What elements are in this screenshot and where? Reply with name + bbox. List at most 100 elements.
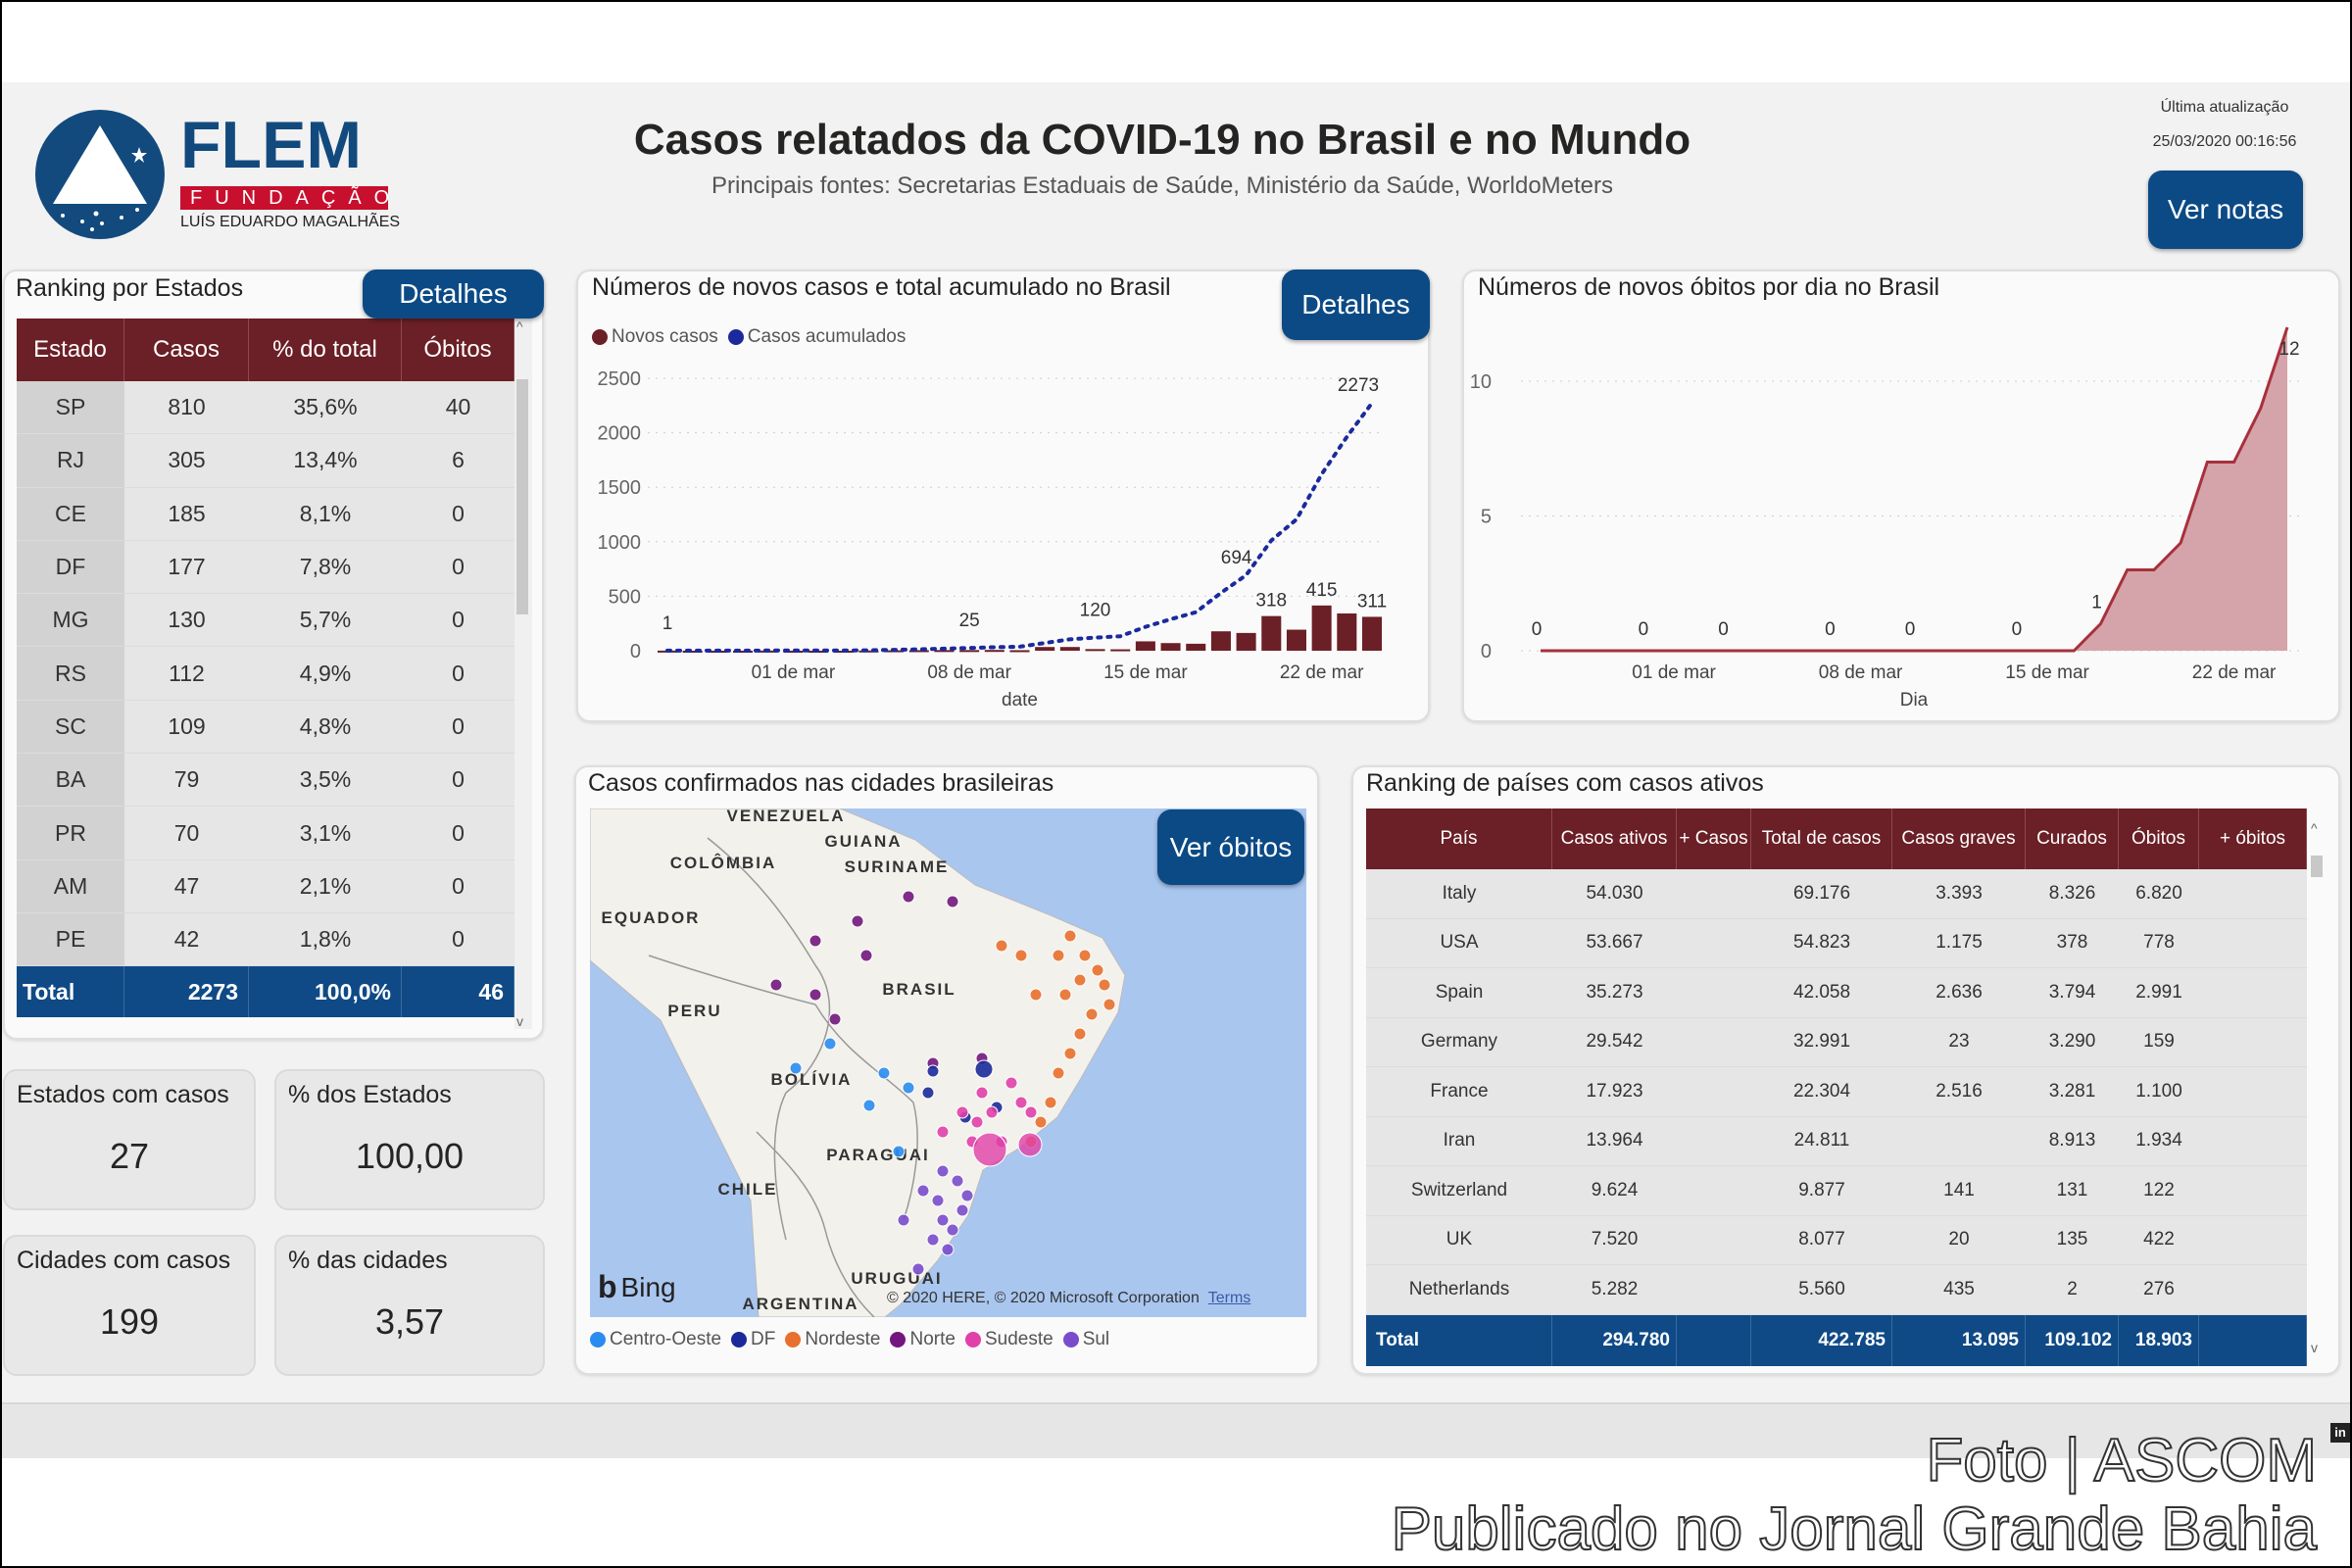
- bar-novos-casos[interactable]: [908, 650, 929, 653]
- city-marker-brasilia[interactable]: [974, 1059, 994, 1079]
- bar-novos-casos[interactable]: [1135, 641, 1155, 651]
- city-marker-centro-oeste[interactable]: [877, 1066, 891, 1080]
- scrollbar-thumb[interactable]: [516, 379, 528, 614]
- city-marker-sudeste[interactable]: [970, 1115, 984, 1129]
- bar-novos-casos[interactable]: [1236, 632, 1256, 651]
- column-header-1[interactable]: Casos: [124, 318, 249, 381]
- city-marker-sul[interactable]: [946, 1223, 959, 1237]
- city-marker-nordeste[interactable]: [1052, 949, 1065, 962]
- column-header-4[interactable]: Casos graves: [1892, 808, 2026, 869]
- column-header-2[interactable]: + Casos: [1677, 808, 1751, 869]
- area-obitos[interactable]: [1541, 327, 2287, 651]
- city-marker-centro-oeste[interactable]: [892, 1145, 906, 1158]
- city-marker-sudeste[interactable]: [1004, 1076, 1018, 1090]
- city-marker-sul[interactable]: [960, 1189, 974, 1202]
- city-marker-sul[interactable]: [936, 1164, 950, 1178]
- bar-novos-casos[interactable]: [783, 651, 804, 653]
- line-obitos[interactable]: [1541, 326, 2289, 653]
- city-marker-norte[interactable]: [808, 934, 822, 948]
- countries-scrollbar[interactable]: ^ v: [2309, 808, 2325, 1365]
- legend-label[interactable]: Nordeste: [805, 1329, 881, 1349]
- city-marker-norte[interactable]: [828, 1012, 842, 1026]
- scroll-up-icon[interactable]: ^: [516, 318, 523, 334]
- city-marker-norte[interactable]: [851, 914, 864, 928]
- legend-label[interactable]: DF: [751, 1329, 776, 1349]
- ver-notas-button[interactable]: Ver notas: [2148, 171, 2303, 249]
- linkedin-icon[interactable]: in: [2330, 1423, 2350, 1443]
- bar-novos-casos[interactable]: [733, 651, 754, 653]
- city-marker-sudeste[interactable]: [1014, 1096, 1028, 1109]
- bar-novos-casos[interactable]: [1110, 649, 1131, 652]
- city-marker-sudeste[interactable]: [985, 1105, 999, 1119]
- scrollbar-thumb[interactable]: [2311, 856, 2323, 877]
- city-marker-sul[interactable]: [951, 1174, 964, 1188]
- brazil-cities-map[interactable]: VENEZUELA GUIANA SURINAME COLÔMBIA EQUADOR BR…: [590, 808, 1306, 1317]
- city-marker-centro-oeste[interactable]: [902, 1081, 915, 1095]
- city-marker-nordeste[interactable]: [1102, 998, 1116, 1011]
- city-marker-rio-de-janeiro[interactable]: [1017, 1132, 1043, 1157]
- city-marker-nordeste[interactable]: [1063, 929, 1077, 943]
- bar-novos-casos[interactable]: [1311, 605, 1332, 651]
- city-marker-norte[interactable]: [769, 978, 783, 992]
- city-marker-sudeste[interactable]: [936, 1125, 950, 1139]
- city-marker-nordeste[interactable]: [1091, 963, 1104, 977]
- column-header-3[interactable]: Óbitos: [402, 318, 514, 381]
- city-marker-sul[interactable]: [936, 1213, 950, 1227]
- scroll-down-icon[interactable]: v: [516, 1013, 523, 1029]
- city-marker-nordeste[interactable]: [1052, 1066, 1065, 1080]
- city-marker-df[interactable]: [926, 1064, 940, 1078]
- bar-novos-casos[interactable]: [1210, 631, 1231, 651]
- column-header-0[interactable]: Estado: [17, 318, 124, 381]
- city-marker-sul[interactable]: [931, 1194, 945, 1207]
- city-marker-norte[interactable]: [946, 895, 959, 908]
- scroll-up-icon[interactable]: ^: [2311, 820, 2318, 836]
- city-marker-nordeste[interactable]: [1058, 988, 1072, 1002]
- bar-novos-casos[interactable]: [1261, 615, 1282, 651]
- column-header-5[interactable]: Curados: [2026, 808, 2119, 869]
- column-header-1[interactable]: Casos ativos: [1552, 808, 1677, 869]
- bar-novos-casos[interactable]: [1160, 643, 1181, 651]
- bar-novos-casos[interactable]: [1337, 612, 1357, 651]
- bar-novos-casos[interactable]: [984, 650, 1004, 653]
- city-marker-norte[interactable]: [902, 890, 915, 904]
- legend-label[interactable]: Norte: [909, 1329, 956, 1349]
- city-marker-nordeste[interactable]: [1078, 949, 1092, 962]
- city-marker-nordeste[interactable]: [1034, 1115, 1048, 1129]
- city-marker-nordeste[interactable]: [1073, 1027, 1087, 1041]
- bar-novos-casos[interactable]: [1186, 643, 1206, 651]
- city-marker-norte[interactable]: [859, 949, 873, 962]
- city-marker-nordeste[interactable]: [1044, 1096, 1057, 1109]
- bar-novos-casos[interactable]: [682, 651, 703, 653]
- city-marker-nordeste[interactable]: [1014, 949, 1028, 962]
- city-marker-sul[interactable]: [916, 1184, 930, 1198]
- states-details-button[interactable]: Detalhes: [363, 270, 544, 318]
- bar-novos-casos[interactable]: [1361, 616, 1383, 651]
- bar-novos-casos[interactable]: [1059, 647, 1080, 651]
- column-header-6[interactable]: Óbitos: [2119, 808, 2199, 869]
- states-scrollbar[interactable]: ^ v: [514, 318, 532, 1029]
- bar-novos-casos[interactable]: [934, 650, 955, 653]
- line-casos-acumulados[interactable]: [665, 401, 1374, 653]
- city-marker-nordeste[interactable]: [1098, 978, 1111, 992]
- bar-novos-casos[interactable]: [959, 650, 980, 653]
- city-marker-sudeste[interactable]: [975, 1086, 989, 1100]
- bar-novos-casos[interactable]: [1286, 629, 1306, 651]
- city-marker-sul[interactable]: [911, 1262, 925, 1276]
- column-header-2[interactable]: % do total: [249, 318, 402, 381]
- city-marker-norte[interactable]: [808, 988, 822, 1002]
- city-marker-nordeste[interactable]: [1029, 988, 1043, 1002]
- city-marker-centro-oeste[interactable]: [789, 1061, 803, 1075]
- bar-novos-casos[interactable]: [1035, 647, 1055, 651]
- city-marker-sul[interactable]: [956, 1203, 969, 1217]
- city-marker-nordeste[interactable]: [1085, 1007, 1099, 1021]
- city-marker-centro-oeste[interactable]: [862, 1099, 876, 1112]
- legend-label[interactable]: Centro-Oeste: [610, 1329, 722, 1349]
- column-header-7[interactable]: + óbitos: [2199, 808, 2307, 869]
- bar-novos-casos[interactable]: [858, 650, 879, 653]
- bar-novos-casos[interactable]: [1085, 649, 1105, 652]
- city-marker-sul[interactable]: [941, 1243, 955, 1256]
- city-marker-df[interactable]: [921, 1086, 935, 1100]
- ver-obitos-button[interactable]: Ver óbitos: [1157, 809, 1304, 885]
- city-marker-nordeste[interactable]: [995, 939, 1008, 953]
- city-marker-sudeste[interactable]: [956, 1105, 969, 1119]
